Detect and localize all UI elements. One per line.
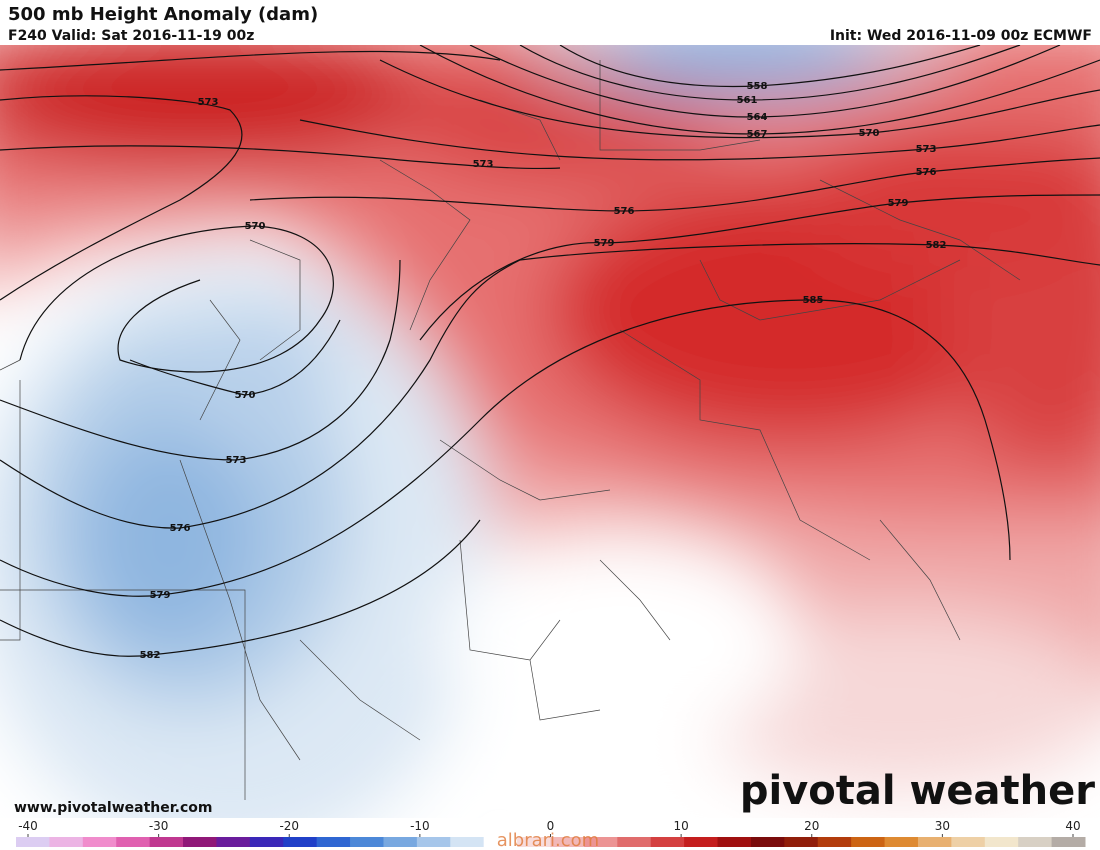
colorbar-swatch: [1051, 837, 1086, 847]
contour-labels: 573 573 558 561 564 567 570 573 576 579 582 585 576 5…: [140, 81, 947, 661]
contour-label: 570: [245, 221, 266, 232]
colorbar-swatch: [650, 837, 685, 847]
colorbar-swatch: [49, 837, 84, 847]
colorbar-tick-label: 20: [804, 819, 819, 833]
colorbar-swatch: [283, 837, 318, 847]
colorbar-swatch: [350, 837, 384, 847]
contour-label: 558: [747, 81, 768, 92]
colorbar-swatch: [149, 837, 184, 847]
colorbar-swatch: [249, 837, 284, 847]
colorbar-swatch: [550, 837, 585, 847]
colorbar-tick-label: 30: [935, 819, 950, 833]
contour-label: 573: [916, 144, 937, 155]
colorbar-tick-label: 10: [673, 819, 688, 833]
contours: [0, 45, 1100, 657]
colorbar-swatch: [82, 837, 117, 847]
contour-label: 585: [803, 295, 824, 306]
colorbar-swatch: [1018, 837, 1053, 847]
borders: [0, 60, 1021, 800]
colorbar-swatch: [717, 837, 752, 847]
colorbar-tick-label: 0: [547, 819, 555, 833]
contour-label: 576: [614, 206, 635, 217]
contour-label: 567: [747, 129, 768, 140]
colorbar-swatch: [316, 837, 351, 847]
contour-label: 573: [473, 159, 494, 170]
colorbar-swatch: [216, 837, 251, 847]
colorbar-swatch: [951, 837, 986, 847]
contour-label: 579: [594, 238, 615, 249]
colorbar-swatch: [617, 837, 652, 847]
colorbar-swatch: [917, 837, 952, 847]
colorbar-swatch: [884, 837, 919, 847]
colorbar: -40 -30 -20 -10 0 10 20 30 40: [16, 819, 1086, 847]
colorbar-swatch: [416, 837, 451, 847]
colorbar-swatch: [583, 837, 618, 847]
contour-label: 573: [226, 455, 247, 466]
contour-label: 570: [235, 390, 256, 401]
colorbar-swatch: [817, 837, 852, 847]
contour-label: 576: [170, 523, 191, 534]
contour-label: 576: [916, 167, 937, 178]
colorbar-swatch: [851, 837, 886, 847]
colorbar-swatch: [483, 837, 518, 847]
colorbar-swatch: [750, 837, 785, 847]
colorbar-swatch: [450, 837, 485, 847]
colorbar-swatch: [517, 837, 551, 847]
website: www.pivotalweather.com: [14, 800, 213, 816]
colorbar-tick-label: -20: [279, 819, 299, 833]
contour-label: 579: [150, 590, 171, 601]
init-time: Init: Wed 2016-11-09 00z ECMWF: [830, 28, 1092, 44]
logo: pivotal weather: [740, 768, 1095, 814]
colorbar-swatch: [16, 837, 50, 847]
colorbar-tick-label: 40: [1065, 819, 1080, 833]
contour-label: 564: [747, 112, 768, 123]
colorbar-swatch: [383, 837, 418, 847]
map-title: 500 mb Height Anomaly (dam): [8, 4, 318, 25]
colorbar-tick-label: -10: [410, 819, 430, 833]
contour-label: 570: [859, 128, 880, 139]
colorbar-swatch: [183, 837, 217, 847]
contour-label: 573: [198, 97, 219, 108]
contour-label: 579: [888, 198, 909, 209]
colorbar-swatch: [784, 837, 819, 847]
colorbar-tick-label: -30: [149, 819, 169, 833]
colorbar-swatch: [984, 837, 1019, 847]
colorbar-tick-label: -40: [18, 819, 38, 833]
contour-label: 582: [140, 650, 161, 661]
contour-label: 582: [926, 240, 947, 251]
colorbar-swatch: [116, 837, 151, 847]
watermark: albrari.com: [497, 830, 599, 850]
valid-time: F240 Valid: Sat 2016-11-19 00z: [8, 28, 254, 44]
contour-label: 561: [737, 95, 758, 106]
colorbar-swatch: [684, 837, 719, 847]
